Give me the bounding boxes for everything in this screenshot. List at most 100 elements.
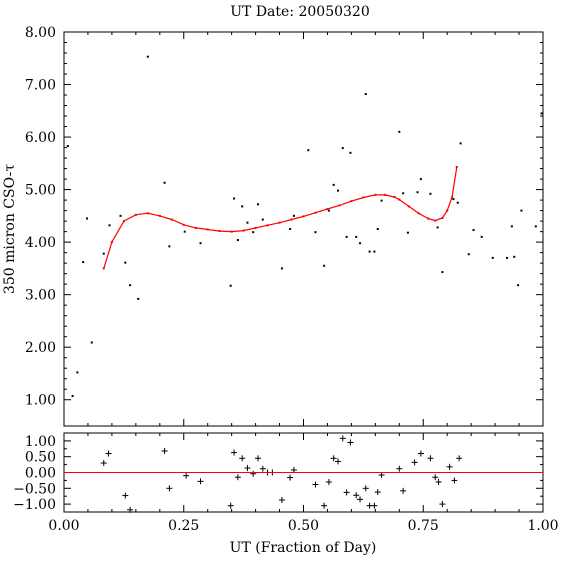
main-plot-ticks: 1.00 2.00 3.00 4.00 5.00 6.00 7.00 8.00: [25, 25, 544, 426]
residual-point: [250, 470, 257, 477]
residual-point: [374, 489, 381, 496]
data-point: [456, 201, 459, 204]
data-point: [480, 235, 483, 238]
residual-point: [325, 478, 332, 485]
fit-point: [362, 196, 365, 199]
residual-point: [411, 459, 418, 466]
residual-y-tick-label: 0.00: [25, 466, 56, 482]
residual-point: [343, 489, 350, 496]
data-point: [441, 271, 444, 274]
fit-point: [102, 267, 105, 270]
data-point: [429, 192, 432, 195]
main-y-tick-label: 6.00: [25, 130, 56, 146]
residual-point: [161, 448, 168, 455]
data-point: [398, 130, 401, 133]
residual-point: [330, 455, 337, 462]
fit-point: [182, 223, 185, 226]
data-point: [102, 252, 105, 255]
data-point: [368, 250, 371, 253]
data-point: [261, 218, 264, 221]
data-point: [71, 395, 74, 398]
data-point: [436, 226, 439, 229]
residual-y-tick-label: −0.50: [13, 481, 56, 497]
data-point: [513, 255, 516, 258]
fit-point: [122, 220, 125, 223]
fit-point: [326, 208, 329, 211]
residual-point: [183, 472, 190, 479]
main-y-tick-label: 7.00: [25, 78, 56, 94]
data-point: [341, 147, 344, 150]
x-tick-label: 0.50: [288, 518, 319, 534]
residual-y-tick-label: 0.50: [25, 450, 56, 466]
data-point: [66, 144, 69, 147]
fit-point: [441, 216, 444, 219]
fit-point: [266, 224, 269, 227]
main-y-tick-label: 3.00: [25, 288, 56, 304]
data-point: [540, 112, 543, 115]
main-plot-fit-line: [102, 166, 458, 270]
fit-point: [455, 166, 458, 169]
data-point: [402, 192, 405, 195]
data-point: [419, 178, 422, 181]
residual-point: [321, 502, 328, 509]
residual-point: [339, 435, 346, 442]
data-point: [199, 242, 202, 245]
data-point: [314, 231, 317, 234]
fit-point: [450, 196, 453, 199]
residual-point: [244, 465, 251, 472]
residual-point: [166, 485, 173, 492]
residual-point: [259, 465, 266, 472]
data-point: [256, 203, 259, 206]
data-point: [163, 181, 166, 184]
data-point: [355, 235, 358, 238]
fit-point: [194, 226, 197, 229]
residual-point: [105, 450, 112, 457]
fit-point: [146, 212, 149, 215]
data-point: [491, 256, 494, 259]
main-y-tick-label: 1.00: [25, 393, 56, 409]
data-point: [336, 189, 339, 192]
fit-point: [218, 230, 221, 233]
data-point: [252, 231, 255, 234]
residual-point: [417, 450, 424, 457]
data-point: [376, 228, 379, 230]
residual-point: [347, 439, 354, 446]
residual-point: [278, 496, 285, 503]
data-point: [327, 209, 330, 212]
fit-point: [338, 204, 341, 207]
residual-point: [357, 496, 364, 503]
main-y-tick-label: 4.00: [25, 235, 56, 251]
residual-point: [100, 460, 107, 467]
data-point: [517, 284, 520, 287]
residual-point: [122, 492, 129, 499]
fit-point: [434, 219, 437, 222]
main-y-tick-label: 8.00: [25, 25, 56, 41]
residual-point: [353, 492, 360, 499]
residual-point: [127, 506, 134, 513]
residual-point: [435, 478, 442, 485]
fit-point: [398, 198, 401, 201]
x-axis-label: UT (Fraction of Day): [230, 540, 377, 556]
fit-point: [393, 195, 396, 198]
data-point: [520, 209, 523, 212]
data-point: [380, 199, 383, 202]
main-plot-frame: [63, 31, 544, 427]
data-point: [332, 183, 335, 186]
fit-point: [110, 241, 113, 244]
residual-point: [197, 478, 204, 485]
data-point: [416, 191, 419, 194]
fit-point: [407, 205, 410, 208]
fit-point: [170, 218, 173, 221]
residual-point: [451, 477, 458, 484]
data-point: [137, 297, 140, 300]
data-point: [108, 224, 111, 227]
data-point: [534, 225, 537, 228]
data-point: [280, 267, 283, 270]
x-tick-label: 0.00: [48, 518, 79, 534]
x-tick-label: 0.25: [168, 518, 199, 534]
fit-point: [302, 215, 305, 218]
residual-point: [254, 455, 261, 462]
data-point: [124, 261, 127, 264]
residual-point: [446, 463, 453, 470]
data-point: [472, 229, 475, 232]
